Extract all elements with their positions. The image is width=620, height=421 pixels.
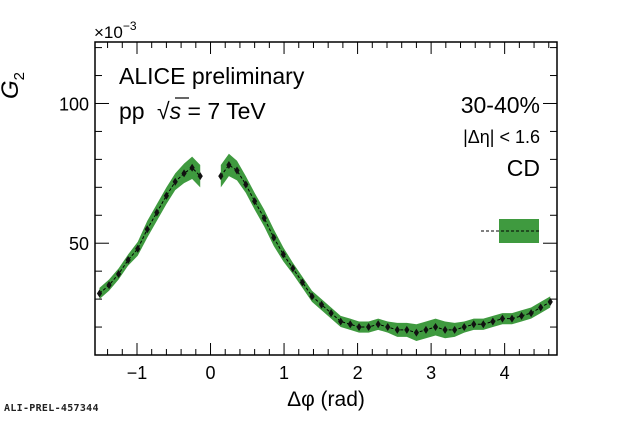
x-tick-label: −1 bbox=[127, 363, 148, 383]
experiment-label: ALICE preliminary bbox=[119, 63, 305, 89]
y-multiplier: ×10−3 bbox=[94, 19, 137, 42]
x-tick-label: 4 bbox=[500, 363, 510, 383]
data-point bbox=[226, 160, 232, 169]
data-point bbox=[518, 311, 525, 320]
data-point bbox=[116, 269, 122, 278]
y-axis-title-main: G bbox=[0, 80, 24, 99]
x-tick-label: 1 bbox=[279, 363, 289, 383]
data-point bbox=[252, 197, 258, 206]
eta-cut-label: |Δη| < 1.6 bbox=[463, 127, 540, 147]
data-point bbox=[347, 320, 353, 329]
data-point bbox=[385, 323, 391, 332]
data-point bbox=[432, 323, 439, 332]
series-line bbox=[220, 164, 551, 334]
data-point bbox=[413, 328, 420, 337]
figure-id: ALI-PREL-457344 bbox=[4, 403, 99, 414]
data-point bbox=[328, 309, 334, 318]
data-point bbox=[181, 169, 187, 178]
data-point bbox=[299, 278, 306, 287]
x-tick-label: 3 bbox=[426, 363, 436, 383]
sqrt-s: s bbox=[170, 98, 182, 124]
sqrt-symbol: √ bbox=[157, 98, 170, 124]
data-point bbox=[499, 314, 506, 323]
data-point bbox=[290, 264, 296, 273]
data-point bbox=[461, 323, 467, 332]
data-point bbox=[404, 325, 410, 334]
y-multiplier-exp: −3 bbox=[123, 19, 137, 33]
data-point bbox=[309, 292, 315, 301]
data-point bbox=[144, 225, 150, 234]
data-point bbox=[366, 323, 372, 332]
data-point bbox=[189, 163, 195, 172]
axis-ticks: −1 0 1 2 3 4 50 100 bbox=[59, 42, 557, 383]
data-point bbox=[96, 289, 103, 298]
data-point bbox=[490, 317, 496, 326]
data-point bbox=[280, 250, 286, 259]
systematic-band bbox=[99, 153, 551, 342]
system-prefix: pp bbox=[119, 98, 145, 124]
x-axis-title: Δφ (rad) bbox=[287, 388, 365, 411]
data-point bbox=[547, 297, 553, 306]
x-tick-label: 2 bbox=[353, 363, 363, 383]
y-axis-title-sub: 2 bbox=[11, 72, 28, 80]
y-axis-title: G2 bbox=[0, 72, 28, 99]
uncertainty-band-segment bbox=[220, 153, 551, 342]
data-point bbox=[163, 191, 169, 200]
cd-label: CD bbox=[507, 155, 540, 181]
data-point bbox=[509, 314, 515, 323]
data-point bbox=[234, 166, 240, 175]
uncertainty-band-segment bbox=[99, 156, 201, 300]
data-point bbox=[442, 325, 448, 334]
data-point bbox=[106, 281, 112, 290]
series-line bbox=[99, 167, 201, 294]
data-point bbox=[318, 300, 325, 309]
y-tick-label: 50 bbox=[69, 234, 89, 254]
data-point bbox=[471, 320, 477, 329]
data-point bbox=[135, 244, 141, 253]
centrality-label: 30-40% bbox=[461, 92, 540, 118]
data-point bbox=[375, 320, 381, 329]
data-points bbox=[96, 160, 553, 337]
data-point bbox=[243, 180, 249, 189]
data-point bbox=[338, 317, 344, 326]
data-point bbox=[538, 303, 544, 312]
data-point bbox=[218, 172, 224, 181]
y-tick-label: 100 bbox=[59, 94, 89, 114]
data-point bbox=[528, 309, 534, 318]
data-point bbox=[154, 208, 160, 217]
y-multiplier-base: ×10 bbox=[94, 23, 123, 42]
plot-frame bbox=[94, 41, 558, 356]
system-energy: = 7 TeV bbox=[181, 98, 266, 124]
data-point bbox=[452, 325, 458, 334]
data-point bbox=[356, 323, 362, 332]
data-point bbox=[423, 325, 429, 334]
x-tick-label: 0 bbox=[206, 363, 216, 383]
data-point bbox=[197, 172, 203, 181]
data-point bbox=[394, 325, 400, 334]
data-point bbox=[480, 320, 486, 329]
data-point bbox=[271, 233, 277, 242]
data-point bbox=[261, 214, 267, 223]
data-point bbox=[172, 177, 178, 186]
collision-system-label: pp √s = 7 TeV bbox=[119, 98, 266, 124]
data-point bbox=[125, 255, 131, 264]
